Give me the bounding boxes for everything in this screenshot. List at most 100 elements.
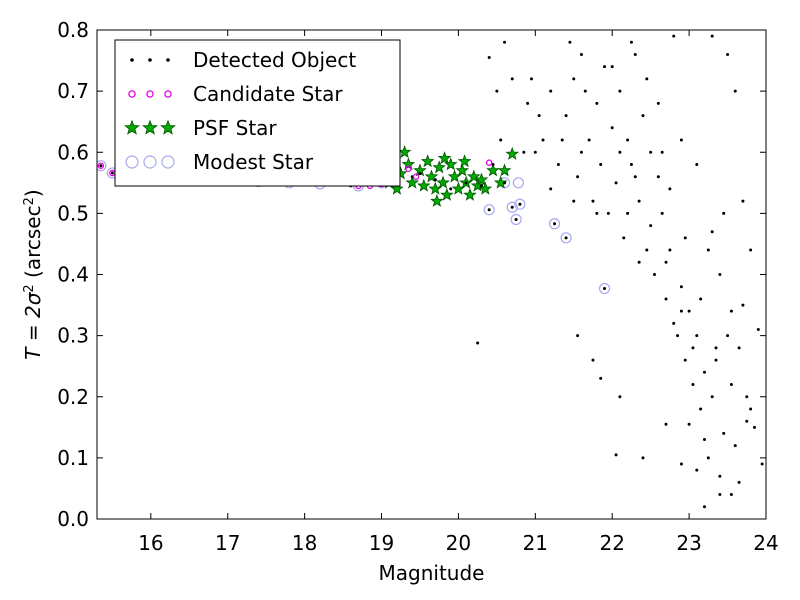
detected-object-point <box>603 287 607 291</box>
detected-object-point <box>752 425 756 429</box>
detected-object-point <box>633 52 637 56</box>
detected-object-point <box>664 422 668 426</box>
legend-item: PSF Star <box>124 116 277 140</box>
detected-object-point <box>622 236 626 240</box>
detected-object-point <box>714 358 718 362</box>
detected-object-point <box>733 444 737 448</box>
legend-label: PSF Star <box>193 116 277 140</box>
detected-object-point <box>576 175 580 179</box>
detected-object-point <box>499 138 503 142</box>
detected-object-point <box>510 205 514 209</box>
psf-star-point <box>493 175 508 189</box>
detected-object-point <box>664 260 668 264</box>
psf-star-point <box>397 145 412 159</box>
detected-object-point <box>710 230 714 234</box>
detected-object-point <box>672 321 676 325</box>
psf-star-point <box>436 175 450 189</box>
modest-star-point <box>483 204 495 216</box>
detected-object-point <box>691 383 695 387</box>
modest-star-point <box>548 218 561 230</box>
y-tick-label: 0.4 <box>57 263 89 287</box>
detected-object-point <box>641 114 645 118</box>
psf-star-point <box>390 181 404 195</box>
legend-marker <box>142 119 158 135</box>
legend-marker <box>130 58 134 62</box>
detected-object-point <box>633 175 637 179</box>
modest-star-point <box>510 213 522 226</box>
detected-object-point <box>595 211 599 215</box>
detected-object-point <box>695 468 699 472</box>
detected-object-point <box>726 52 730 56</box>
psf-star-point <box>428 181 443 195</box>
detected-object-point <box>537 114 541 118</box>
legend-marker <box>166 58 170 62</box>
detected-object-point <box>695 162 699 166</box>
detected-object-point <box>733 89 737 93</box>
legend-item: Modest Star <box>125 150 314 174</box>
detected-object-point <box>418 172 422 176</box>
detected-object-point <box>503 181 507 185</box>
detected-object-point <box>722 211 726 215</box>
x-tick-label: 24 <box>753 531 778 555</box>
modest-star-point <box>514 198 526 210</box>
x-tick-label: 16 <box>138 531 163 555</box>
detected-object-point <box>595 101 599 105</box>
x-tick-label: 18 <box>292 531 317 555</box>
detected-object-point <box>495 89 499 93</box>
axes: 16 17 18 19 20 21 22 23 24 0.0 0.1 0.2 0.3 0.4 0.5 0.6… <box>57 18 779 555</box>
y-tick-label: 0.6 <box>57 140 89 164</box>
detected-object-point <box>583 89 587 93</box>
detected-object-point <box>702 438 706 442</box>
detected-object-point <box>433 178 437 182</box>
legend-item: Detected Object <box>130 48 356 72</box>
detected-object-point <box>718 273 722 276</box>
detected-object-point <box>737 346 741 350</box>
y-axis-label-middle: (arcsec <box>21 205 45 284</box>
detected-object-point <box>664 297 668 301</box>
detected-object-point <box>656 175 660 179</box>
detected-object-point <box>503 40 507 44</box>
detected-object-point <box>672 34 676 38</box>
psf-star-point <box>486 163 500 177</box>
detected-object-point <box>718 474 722 478</box>
y-tick-label: 0.2 <box>57 385 89 409</box>
detected-object-point <box>479 184 483 188</box>
detected-object-point <box>576 334 580 338</box>
detected-object-point <box>710 34 714 38</box>
detected-object-point <box>668 248 672 252</box>
detected-object-point <box>491 162 495 166</box>
detected-object-point <box>614 453 618 457</box>
detected-object-point <box>599 376 603 380</box>
detected-object-point <box>110 171 114 175</box>
detected-object-point <box>729 309 733 313</box>
detected-object-point <box>645 77 649 81</box>
detected-object-point <box>629 162 633 166</box>
detected-object-point <box>533 150 537 154</box>
detected-object-point <box>656 101 660 105</box>
detected-object-point <box>626 211 630 215</box>
detected-object-point <box>691 346 695 350</box>
psf-star-point <box>463 187 477 201</box>
detected-object-point <box>476 341 480 345</box>
detected-object-point <box>668 187 672 191</box>
detected-object-point <box>510 77 514 81</box>
detected-object-point <box>687 422 691 426</box>
detected-object-point <box>487 56 491 60</box>
detected-object-point <box>745 419 749 423</box>
detected-object-point <box>599 162 603 166</box>
detected-object-point <box>549 89 553 93</box>
legend-marker <box>146 90 154 98</box>
detected-object-point <box>572 77 576 81</box>
detected-object-point <box>487 208 491 212</box>
modest-star-point <box>97 160 107 172</box>
detected-object-point <box>699 297 703 301</box>
modest-star-point <box>560 232 572 244</box>
detected-object-point <box>618 150 622 154</box>
detected-object-point <box>579 52 583 56</box>
detected-object-point <box>587 138 591 142</box>
detected-object-point <box>649 150 653 154</box>
detected-object-point <box>676 334 680 338</box>
detected-object-point <box>564 236 568 240</box>
psf-star-point <box>497 163 512 177</box>
legend-marker <box>124 119 140 135</box>
